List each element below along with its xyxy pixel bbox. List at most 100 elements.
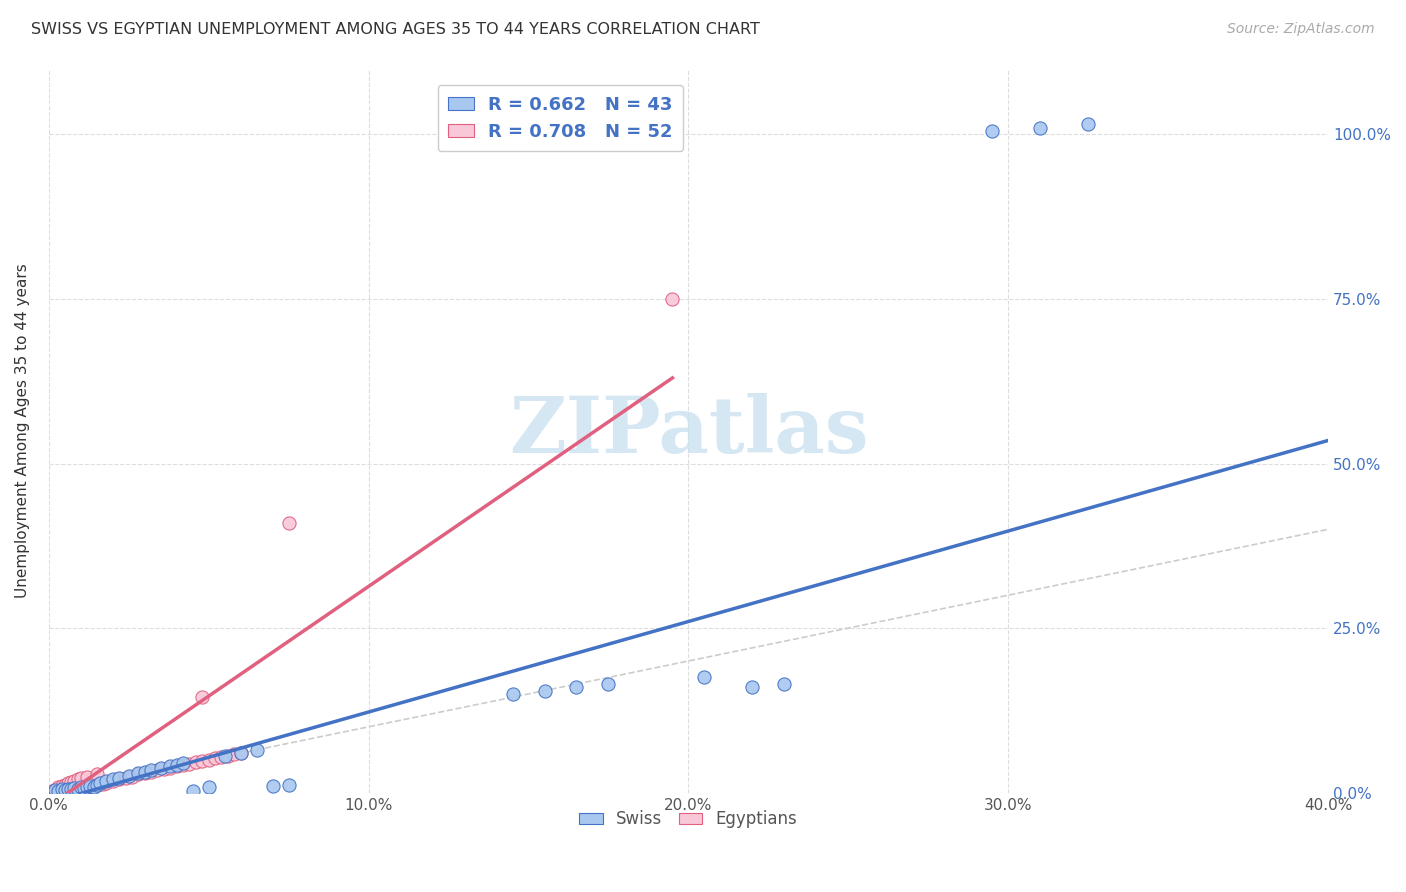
Point xyxy=(146,764,169,778)
Point xyxy=(229,746,252,760)
Point xyxy=(224,747,246,762)
Point xyxy=(79,779,101,793)
Point xyxy=(53,783,76,797)
Point xyxy=(172,758,194,772)
Point xyxy=(86,778,108,792)
Point xyxy=(204,751,226,765)
Point xyxy=(69,771,91,785)
Point xyxy=(191,690,214,705)
Text: SWISS VS EGYPTIAN UNEMPLOYMENT AMONG AGES 35 TO 44 YEARS CORRELATION CHART: SWISS VS EGYPTIAN UNEMPLOYMENT AMONG AGE… xyxy=(31,22,759,37)
Point xyxy=(51,782,73,797)
Point xyxy=(44,783,66,797)
Point xyxy=(51,779,73,793)
Point xyxy=(139,763,162,777)
Point xyxy=(66,781,89,796)
Point xyxy=(277,516,299,530)
Point xyxy=(159,761,181,775)
Point xyxy=(1077,118,1099,132)
Point xyxy=(981,124,1004,138)
Point xyxy=(69,780,91,795)
Point xyxy=(83,778,105,792)
Text: ZIPatlas: ZIPatlas xyxy=(509,392,869,468)
Point xyxy=(661,292,683,306)
Point xyxy=(172,756,194,770)
Point xyxy=(149,761,172,775)
Point xyxy=(262,779,284,793)
Point xyxy=(741,681,763,695)
Point xyxy=(179,756,201,771)
Point xyxy=(56,781,79,796)
Point xyxy=(96,776,118,790)
Point xyxy=(66,772,89,787)
Point xyxy=(108,771,131,785)
Point xyxy=(166,758,188,772)
Point xyxy=(89,776,111,790)
Point xyxy=(46,783,69,797)
Point xyxy=(533,683,555,698)
Point xyxy=(184,756,207,770)
Point xyxy=(197,780,219,795)
Point xyxy=(166,759,188,773)
Point xyxy=(83,780,105,795)
Point xyxy=(56,781,79,796)
Point xyxy=(79,779,101,793)
Point xyxy=(598,677,620,691)
Text: Source: ZipAtlas.com: Source: ZipAtlas.com xyxy=(1227,22,1375,37)
Point xyxy=(134,764,156,779)
Point xyxy=(246,743,269,757)
Legend: Swiss, Egyptians: Swiss, Egyptians xyxy=(572,804,804,835)
Point xyxy=(197,753,219,767)
Point xyxy=(139,764,162,779)
Point xyxy=(101,772,124,787)
Point xyxy=(108,772,131,787)
Point xyxy=(127,765,149,780)
Point xyxy=(69,780,91,795)
Point xyxy=(51,782,73,797)
Point xyxy=(229,746,252,760)
Point xyxy=(46,780,69,795)
Point xyxy=(127,767,149,781)
Point xyxy=(60,782,83,797)
Point xyxy=(73,780,96,795)
Point xyxy=(63,780,86,795)
Point xyxy=(63,773,86,788)
Point xyxy=(63,780,86,795)
Point xyxy=(73,780,96,795)
Point xyxy=(1029,120,1052,135)
Y-axis label: Unemployment Among Ages 35 to 44 years: Unemployment Among Ages 35 to 44 years xyxy=(15,263,30,598)
Point xyxy=(502,687,524,701)
Point xyxy=(693,670,716,684)
Point xyxy=(191,754,214,768)
Point xyxy=(211,750,233,764)
Point xyxy=(114,771,136,785)
Point xyxy=(181,783,204,797)
Point xyxy=(46,783,69,797)
Point xyxy=(214,749,236,764)
Point xyxy=(76,780,98,794)
Point xyxy=(277,778,299,792)
Point xyxy=(91,777,114,791)
Point xyxy=(153,762,176,776)
Point xyxy=(53,778,76,792)
Point xyxy=(134,765,156,780)
Point xyxy=(121,770,143,784)
Point xyxy=(66,781,89,796)
Point xyxy=(118,769,141,783)
Point xyxy=(44,783,66,797)
Point xyxy=(96,773,118,788)
Point xyxy=(60,775,83,789)
Point xyxy=(76,770,98,784)
Point xyxy=(159,759,181,773)
Point xyxy=(86,779,108,793)
Point xyxy=(60,782,83,797)
Point xyxy=(773,677,796,691)
Point xyxy=(41,783,63,797)
Point xyxy=(217,748,239,763)
Point xyxy=(76,780,98,794)
Point xyxy=(56,776,79,790)
Point xyxy=(86,767,108,781)
Point xyxy=(101,773,124,788)
Point xyxy=(89,776,111,790)
Point xyxy=(53,783,76,797)
Point xyxy=(565,681,588,695)
